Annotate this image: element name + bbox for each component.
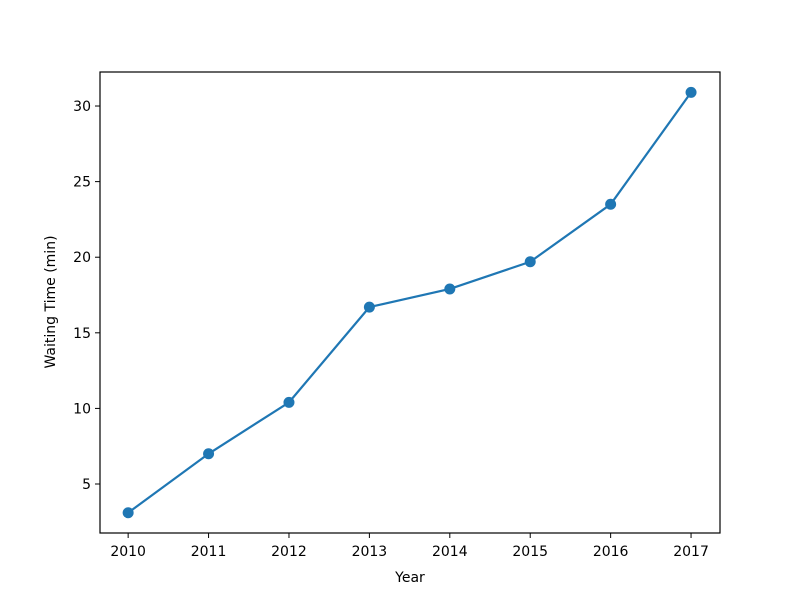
marker <box>283 396 295 408</box>
x-tick-label: 2013 <box>352 544 388 560</box>
x-tick-label: 2017 <box>673 544 709 560</box>
marker <box>685 86 697 98</box>
y-tick-label: 5 <box>82 477 91 493</box>
marker <box>524 256 536 268</box>
marker <box>605 198 617 210</box>
marker <box>203 448 215 460</box>
x-tick-label: 2015 <box>512 544 548 560</box>
x-tick-label: 2011 <box>191 544 227 560</box>
marker <box>363 301 375 313</box>
x-tick-label: 2016 <box>593 544 629 560</box>
x-tick-label: 2010 <box>110 544 146 560</box>
marker <box>444 283 456 295</box>
y-tick-label: 10 <box>73 401 91 417</box>
y-tick-label: 30 <box>73 99 91 115</box>
x-tick-label: 2014 <box>432 544 468 560</box>
plot-frame <box>99 71 721 534</box>
y-tick-label: 15 <box>73 326 91 342</box>
y-tick-label: 25 <box>73 175 91 191</box>
x-axis-label: Year <box>394 570 425 586</box>
y-axis-label: Waiting Time (min) <box>43 235 59 368</box>
y-tick-label: 20 <box>73 250 91 266</box>
line <box>127 91 692 514</box>
x-tick-label: 2012 <box>271 544 307 560</box>
marker <box>122 507 134 519</box>
